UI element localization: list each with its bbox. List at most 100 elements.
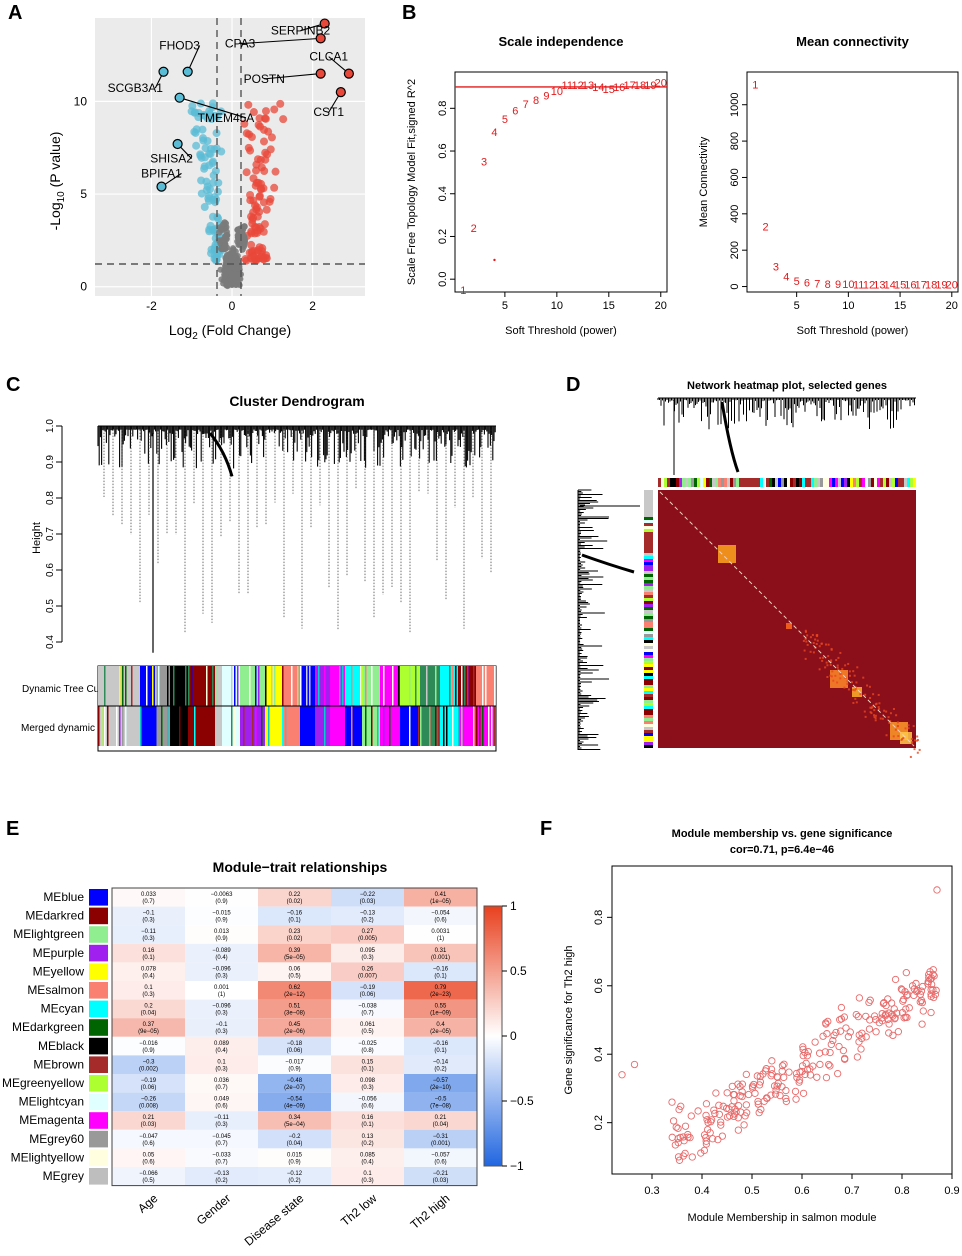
module-trait-cor: 0.41 (435, 892, 447, 898)
module-trait-cell (404, 888, 477, 907)
network-top-color (898, 478, 901, 487)
scatter-point (710, 1106, 718, 1114)
module-color-swatch (89, 926, 108, 943)
module-trait-cell (331, 1167, 404, 1186)
volcano-point-up (250, 229, 259, 238)
module-trait-cor: −0.017 (285, 1059, 304, 1065)
soft-power-point: 12 (572, 80, 584, 92)
volcano-gene-label: CPA3 (225, 37, 256, 51)
network-top-color (901, 478, 904, 487)
network-hot-cell (896, 724, 899, 727)
module-row-label: MElightcyan (19, 1095, 84, 1109)
network-hot-cell (814, 638, 817, 641)
trait-column-label: Disease state (242, 1191, 307, 1249)
module-trait-cor: −0.19 (141, 1078, 157, 1084)
module-trait-pvalue: (0.8) (361, 1048, 373, 1054)
scatter-point (674, 1124, 682, 1132)
scatter-point (772, 1086, 780, 1094)
network-hot-cell (885, 710, 888, 713)
volcano-label-leader (179, 97, 247, 119)
network-hot-cell (835, 659, 838, 662)
module-color-stripe (485, 666, 487, 706)
module-trait-cor: 0.05 (143, 1152, 155, 1158)
module-trait-cell (112, 1018, 185, 1037)
module-color-stripe (107, 706, 109, 746)
network-hot-cell (836, 666, 839, 669)
module-color-stripe (485, 706, 487, 746)
module-row-label: MEmagenta (19, 1113, 84, 1127)
scatter-point (708, 1135, 717, 1143)
module-trait-heatmap: Module−trait relationships MEblue 0.033(0… (2, 859, 534, 1249)
network-hot-cell (877, 693, 880, 696)
network-left-cluster (581, 553, 635, 574)
module-color-stripe (324, 666, 326, 706)
module-trait-cor: −0.1 (143, 911, 156, 917)
network-hot-cell (854, 697, 857, 700)
network-hot-cell (889, 720, 892, 723)
module-trait-pvalue: (0.2) (361, 1141, 373, 1147)
scatter-xtick: 0.3 (644, 1185, 659, 1197)
module-trait-pvalue: (0.06) (287, 1048, 303, 1054)
module-color-stripe (420, 706, 422, 746)
network-hot-cell (824, 666, 827, 669)
scatter-point (706, 1129, 714, 1137)
color-scale-tick: −0.5 (510, 1094, 534, 1108)
module-color-segment (330, 666, 345, 706)
volcano-label-leader (264, 73, 321, 80)
module-trait-cell (331, 906, 404, 926)
scatter-point (725, 1105, 733, 1113)
network-hot-cell (892, 735, 895, 738)
network-hot-cell (873, 714, 876, 717)
module-color-stripe (473, 666, 475, 706)
network-hot-cell (839, 673, 842, 676)
network-left-color (644, 682, 653, 685)
module-trait-cor: −0.3 (143, 1059, 156, 1065)
network-top-color (691, 478, 694, 487)
network-top-color (733, 478, 736, 487)
module-trait-cor: −0.096 (212, 1004, 231, 1010)
module-trait-cell (185, 943, 258, 963)
module-color-stripe (158, 666, 160, 706)
volcano-point-up (242, 129, 251, 138)
module-trait-pvalue: (9e−05) (138, 1029, 159, 1035)
scatter-point (792, 1069, 801, 1078)
module-trait-pvalue: (1e−09) (430, 1011, 451, 1017)
soft-power-point: 13 (873, 279, 885, 291)
network-hot-cell (846, 680, 849, 683)
volcano-point-ns (230, 246, 237, 253)
module-color-stripe (155, 706, 157, 746)
network-left-color (644, 571, 653, 574)
module-trait-cell (404, 1129, 477, 1149)
module-trait-cell (185, 962, 258, 981)
scatter-point (872, 1028, 880, 1036)
network-title: Network heatmap plot, selected genes (687, 380, 887, 392)
volcano-point-up (276, 99, 285, 108)
network-top-color (808, 478, 811, 487)
module-color-stripe (438, 706, 440, 746)
module-trait-cell (404, 1074, 477, 1093)
network-left-color (644, 577, 653, 580)
scatter-point (756, 1078, 765, 1086)
module-trait-pvalue: (0.6) (215, 1104, 227, 1110)
network-left-color (644, 730, 653, 733)
module-trait-cor: −0.57 (433, 1078, 449, 1084)
module-color-stripe (342, 666, 344, 706)
scatter-point (774, 1079, 782, 1087)
network-left-color (644, 745, 653, 748)
module-color-stripe (104, 666, 106, 706)
panel-label-c: C (6, 374, 21, 396)
scatter-point (734, 1101, 743, 1110)
volcano-point-up (251, 201, 260, 210)
network-hot-cell (830, 648, 833, 651)
network-top-color (886, 478, 889, 487)
module-color-stripe (467, 706, 469, 746)
network-top-color (814, 478, 817, 487)
soft-ytick: 0.2 (437, 229, 449, 244)
network-top-color (841, 478, 844, 487)
module-trait-cell (112, 1055, 185, 1074)
scatter-point (844, 1033, 853, 1041)
module-trait-pvalue: (0.4) (215, 1048, 227, 1054)
network-left-color (644, 634, 653, 637)
scatter-point (799, 1051, 807, 1060)
module-color-stripe (282, 706, 284, 746)
